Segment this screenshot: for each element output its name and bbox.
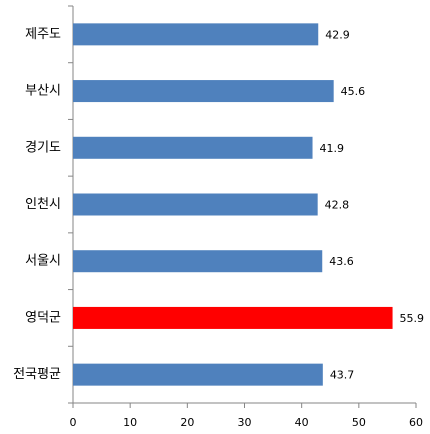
value-label: 42.9: [325, 28, 350, 41]
category-label: 경기도: [25, 140, 61, 155]
category-label: 인천시: [25, 197, 61, 212]
bar: [73, 136, 313, 159]
value-label: 43.6: [329, 255, 354, 268]
category-label: 제주도: [25, 27, 61, 42]
bar: [73, 250, 323, 273]
category-label: 서울시: [25, 254, 61, 269]
x-tick-label: 30: [238, 416, 252, 429]
category-label: 부산시: [25, 84, 61, 99]
bar: [73, 306, 393, 329]
value-label: 43.7: [330, 369, 355, 382]
category-label: 영덕군: [25, 310, 61, 325]
value-label: 41.9: [320, 142, 345, 155]
bar: [73, 363, 323, 386]
value-label: 45.6: [341, 85, 366, 98]
x-tick-label: 50: [352, 416, 366, 429]
category-label: 전국평균: [13, 367, 61, 382]
x-tick-label: 0: [70, 416, 77, 429]
bar: [73, 23, 319, 46]
bar: [73, 80, 334, 103]
bar: [73, 193, 318, 216]
x-tick-label: 10: [123, 416, 137, 429]
x-tick-label: 20: [180, 416, 194, 429]
value-label: 55.9: [400, 312, 425, 325]
value-label: 42.8: [325, 199, 350, 212]
x-tick-label: 40: [295, 416, 309, 429]
x-tick-label: 60: [409, 416, 423, 429]
